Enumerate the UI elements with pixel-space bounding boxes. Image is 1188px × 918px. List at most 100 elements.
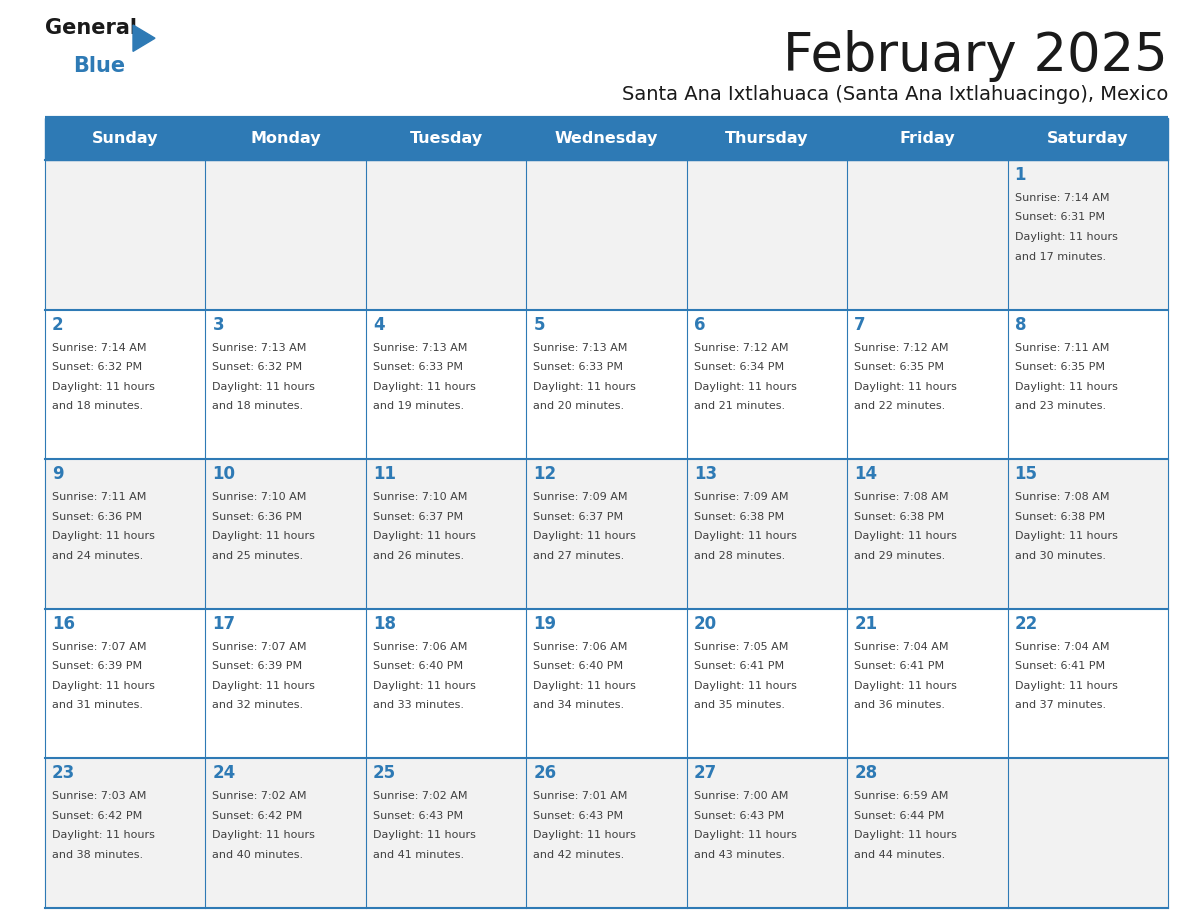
Text: and 18 minutes.: and 18 minutes.	[213, 401, 304, 411]
Text: General: General	[45, 18, 137, 38]
Text: and 40 minutes.: and 40 minutes.	[213, 850, 304, 860]
Text: 21: 21	[854, 615, 877, 633]
Text: and 38 minutes.: and 38 minutes.	[52, 850, 143, 860]
Text: 11: 11	[373, 465, 396, 483]
Text: Friday: Friday	[899, 131, 955, 147]
Text: Sunset: 6:44 PM: Sunset: 6:44 PM	[854, 811, 944, 821]
Text: Sunrise: 7:07 AM: Sunrise: 7:07 AM	[213, 642, 307, 652]
Text: Sunset: 6:37 PM: Sunset: 6:37 PM	[533, 511, 624, 521]
Text: Daylight: 11 hours: Daylight: 11 hours	[533, 532, 636, 542]
Text: Sunset: 6:41 PM: Sunset: 6:41 PM	[1015, 661, 1105, 671]
Text: Daylight: 11 hours: Daylight: 11 hours	[854, 681, 958, 691]
Text: Daylight: 11 hours: Daylight: 11 hours	[373, 681, 475, 691]
Text: Sunrise: 7:13 AM: Sunrise: 7:13 AM	[213, 342, 307, 353]
Text: Blue: Blue	[72, 56, 125, 76]
Text: Daylight: 11 hours: Daylight: 11 hours	[1015, 232, 1118, 242]
Text: Sunset: 6:41 PM: Sunset: 6:41 PM	[694, 661, 784, 671]
Text: Sunrise: 7:13 AM: Sunrise: 7:13 AM	[373, 342, 467, 353]
Text: 22: 22	[1015, 615, 1038, 633]
Text: and 43 minutes.: and 43 minutes.	[694, 850, 785, 860]
Text: Sunrise: 7:03 AM: Sunrise: 7:03 AM	[52, 791, 146, 801]
Text: and 23 minutes.: and 23 minutes.	[1015, 401, 1106, 411]
Text: Sunrise: 7:06 AM: Sunrise: 7:06 AM	[373, 642, 467, 652]
Text: 18: 18	[373, 615, 396, 633]
Text: Sunrise: 6:59 AM: Sunrise: 6:59 AM	[854, 791, 948, 801]
Text: 4: 4	[373, 316, 385, 333]
Text: Sunrise: 7:08 AM: Sunrise: 7:08 AM	[854, 492, 949, 502]
Text: Sunset: 6:35 PM: Sunset: 6:35 PM	[854, 362, 944, 372]
Text: Sunset: 6:32 PM: Sunset: 6:32 PM	[52, 362, 143, 372]
Text: Daylight: 11 hours: Daylight: 11 hours	[52, 382, 154, 392]
Text: Daylight: 11 hours: Daylight: 11 hours	[533, 681, 636, 691]
Text: Sunset: 6:37 PM: Sunset: 6:37 PM	[373, 511, 463, 521]
Text: Sunrise: 7:02 AM: Sunrise: 7:02 AM	[373, 791, 467, 801]
Text: Sunrise: 7:10 AM: Sunrise: 7:10 AM	[213, 492, 307, 502]
Text: and 27 minutes.: and 27 minutes.	[533, 551, 625, 561]
Text: Sunrise: 7:11 AM: Sunrise: 7:11 AM	[1015, 342, 1108, 353]
Text: Sunset: 6:38 PM: Sunset: 6:38 PM	[694, 511, 784, 521]
Text: Sunrise: 7:14 AM: Sunrise: 7:14 AM	[1015, 193, 1110, 203]
Text: Daylight: 11 hours: Daylight: 11 hours	[373, 831, 475, 840]
Text: Sunrise: 7:07 AM: Sunrise: 7:07 AM	[52, 642, 146, 652]
Text: Monday: Monday	[251, 131, 321, 147]
Text: Sunrise: 7:12 AM: Sunrise: 7:12 AM	[694, 342, 788, 353]
Text: Daylight: 11 hours: Daylight: 11 hours	[373, 382, 475, 392]
Text: and 18 minutes.: and 18 minutes.	[52, 401, 143, 411]
Text: and 34 minutes.: and 34 minutes.	[533, 700, 625, 711]
Text: Sunrise: 7:13 AM: Sunrise: 7:13 AM	[533, 342, 627, 353]
Text: Daylight: 11 hours: Daylight: 11 hours	[694, 831, 797, 840]
Text: Sunset: 6:33 PM: Sunset: 6:33 PM	[533, 362, 624, 372]
Text: 24: 24	[213, 765, 235, 782]
Text: and 19 minutes.: and 19 minutes.	[373, 401, 465, 411]
Bar	[45, 309, 1168, 459]
Text: Saturday: Saturday	[1047, 131, 1129, 147]
Text: and 24 minutes.: and 24 minutes.	[52, 551, 144, 561]
Text: Daylight: 11 hours: Daylight: 11 hours	[52, 831, 154, 840]
Text: Daylight: 11 hours: Daylight: 11 hours	[854, 831, 958, 840]
Text: Santa Ana Ixtlahuaca (Santa Ana Ixtlahuacingo), Mexico: Santa Ana Ixtlahuaca (Santa Ana Ixtlahua…	[621, 85, 1168, 104]
Polygon shape	[133, 25, 154, 51]
Text: Sunset: 6:35 PM: Sunset: 6:35 PM	[1015, 362, 1105, 372]
Text: Daylight: 11 hours: Daylight: 11 hours	[1015, 382, 1118, 392]
Text: Sunset: 6:39 PM: Sunset: 6:39 PM	[52, 661, 143, 671]
Text: Sunset: 6:40 PM: Sunset: 6:40 PM	[533, 661, 624, 671]
Text: and 33 minutes.: and 33 minutes.	[373, 700, 463, 711]
Text: Sunset: 6:43 PM: Sunset: 6:43 PM	[694, 811, 784, 821]
Text: Sunset: 6:42 PM: Sunset: 6:42 PM	[52, 811, 143, 821]
Text: Daylight: 11 hours: Daylight: 11 hours	[213, 681, 315, 691]
Text: and 22 minutes.: and 22 minutes.	[854, 401, 946, 411]
Text: Daylight: 11 hours: Daylight: 11 hours	[213, 532, 315, 542]
Text: 10: 10	[213, 465, 235, 483]
Text: Wednesday: Wednesday	[555, 131, 658, 147]
Text: Daylight: 11 hours: Daylight: 11 hours	[694, 681, 797, 691]
Text: and 29 minutes.: and 29 minutes.	[854, 551, 946, 561]
Text: Sunset: 6:38 PM: Sunset: 6:38 PM	[1015, 511, 1105, 521]
Text: 12: 12	[533, 465, 556, 483]
Text: 16: 16	[52, 615, 75, 633]
Text: Sunrise: 7:06 AM: Sunrise: 7:06 AM	[533, 642, 627, 652]
Text: 6: 6	[694, 316, 706, 333]
Text: Daylight: 11 hours: Daylight: 11 hours	[52, 532, 154, 542]
Text: and 42 minutes.: and 42 minutes.	[533, 850, 625, 860]
Text: Daylight: 11 hours: Daylight: 11 hours	[52, 681, 154, 691]
Bar	[45, 609, 1168, 758]
Text: Daylight: 11 hours: Daylight: 11 hours	[373, 532, 475, 542]
Text: Sunrise: 7:02 AM: Sunrise: 7:02 AM	[213, 791, 307, 801]
Text: Sunset: 6:36 PM: Sunset: 6:36 PM	[52, 511, 143, 521]
Text: Daylight: 11 hours: Daylight: 11 hours	[1015, 532, 1118, 542]
Text: Daylight: 11 hours: Daylight: 11 hours	[213, 382, 315, 392]
Text: and 20 minutes.: and 20 minutes.	[533, 401, 625, 411]
Text: Sunrise: 7:09 AM: Sunrise: 7:09 AM	[694, 492, 788, 502]
Text: 8: 8	[1015, 316, 1026, 333]
Text: 13: 13	[694, 465, 716, 483]
Text: 28: 28	[854, 765, 877, 782]
Text: February 2025: February 2025	[783, 30, 1168, 82]
Text: and 25 minutes.: and 25 minutes.	[213, 551, 304, 561]
Text: and 30 minutes.: and 30 minutes.	[1015, 551, 1106, 561]
Text: Daylight: 11 hours: Daylight: 11 hours	[854, 382, 958, 392]
Text: Sunrise: 7:05 AM: Sunrise: 7:05 AM	[694, 642, 788, 652]
Text: and 31 minutes.: and 31 minutes.	[52, 700, 143, 711]
Text: and 17 minutes.: and 17 minutes.	[1015, 252, 1106, 262]
Text: Daylight: 11 hours: Daylight: 11 hours	[1015, 681, 1118, 691]
Text: Daylight: 11 hours: Daylight: 11 hours	[213, 831, 315, 840]
